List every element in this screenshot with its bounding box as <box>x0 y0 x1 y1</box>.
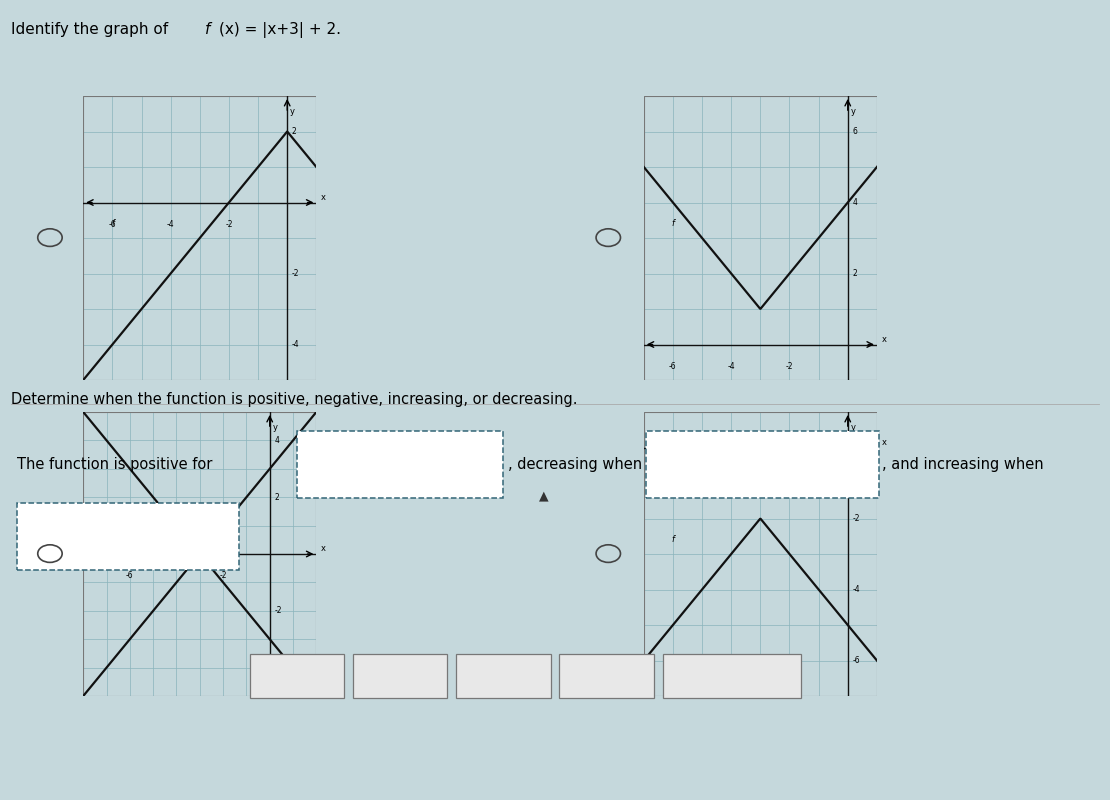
Text: The function is positive for: The function is positive for <box>17 457 212 471</box>
Text: -2: -2 <box>852 514 860 523</box>
Text: f: f <box>672 535 675 544</box>
Text: ::: :: <box>463 668 470 678</box>
Text: f: f <box>111 219 114 228</box>
Text: , decreasing when: , decreasing when <box>508 457 643 471</box>
Text: -2: -2 <box>786 362 794 370</box>
Text: x: x <box>881 335 887 344</box>
Text: -4: -4 <box>727 362 735 370</box>
Text: f: f <box>205 22 211 38</box>
Text: x < −6: x < −6 <box>480 670 527 682</box>
Text: (x) = |x+3| + 2.: (x) = |x+3| + 2. <box>219 22 341 38</box>
Text: y: y <box>290 107 295 116</box>
Text: ::: :: <box>256 668 263 678</box>
Text: Determine when the function is positive, negative, increasing, or decreasing.: Determine when the function is positive,… <box>11 392 577 407</box>
Text: x > −6: x > −6 <box>583 670 630 682</box>
Text: -2: -2 <box>220 571 226 580</box>
Text: -2: -2 <box>786 465 794 474</box>
Text: x > −3: x > −3 <box>376 670 424 682</box>
Text: -6: -6 <box>669 362 677 370</box>
Text: -4: -4 <box>292 340 300 349</box>
Text: -4: -4 <box>274 663 282 672</box>
Text: 2: 2 <box>292 127 296 136</box>
Text: -4: -4 <box>852 585 860 594</box>
Text: 2: 2 <box>852 269 857 278</box>
Text: f: f <box>672 219 675 228</box>
Text: y: y <box>850 107 856 116</box>
Text: x: x <box>881 438 887 447</box>
Text: x: x <box>321 544 326 554</box>
Text: ::: :: <box>566 668 573 678</box>
Text: -6: -6 <box>127 571 133 580</box>
Text: -6: -6 <box>852 656 860 665</box>
Bar <box>644 412 877 696</box>
Text: 4: 4 <box>274 436 280 445</box>
Text: y: y <box>273 423 278 432</box>
Text: -6: -6 <box>669 465 677 474</box>
Text: Identify the graph of: Identify the graph of <box>11 22 178 38</box>
Text: all real numbers: all real numbers <box>678 670 786 682</box>
Text: -2: -2 <box>274 606 282 615</box>
Text: -4: -4 <box>166 219 174 229</box>
Text: -4: -4 <box>727 465 735 474</box>
Text: -2: -2 <box>225 219 233 229</box>
Text: ::: :: <box>360 668 366 678</box>
Text: 6: 6 <box>852 127 857 136</box>
Text: 4: 4 <box>852 198 857 207</box>
Bar <box>83 412 316 696</box>
Bar <box>644 96 877 380</box>
Text: ::: :: <box>669 668 676 678</box>
Text: , and increasing when: , and increasing when <box>882 457 1045 471</box>
Text: ▲: ▲ <box>539 490 548 502</box>
Bar <box>83 96 316 380</box>
Text: 2: 2 <box>274 493 279 502</box>
Text: -2: -2 <box>292 269 300 278</box>
Text: x < −3: x < −3 <box>273 670 321 682</box>
Text: x: x <box>321 193 326 202</box>
Text: -6: -6 <box>109 219 117 229</box>
Text: y: y <box>850 423 856 432</box>
Text: f: f <box>111 535 114 544</box>
